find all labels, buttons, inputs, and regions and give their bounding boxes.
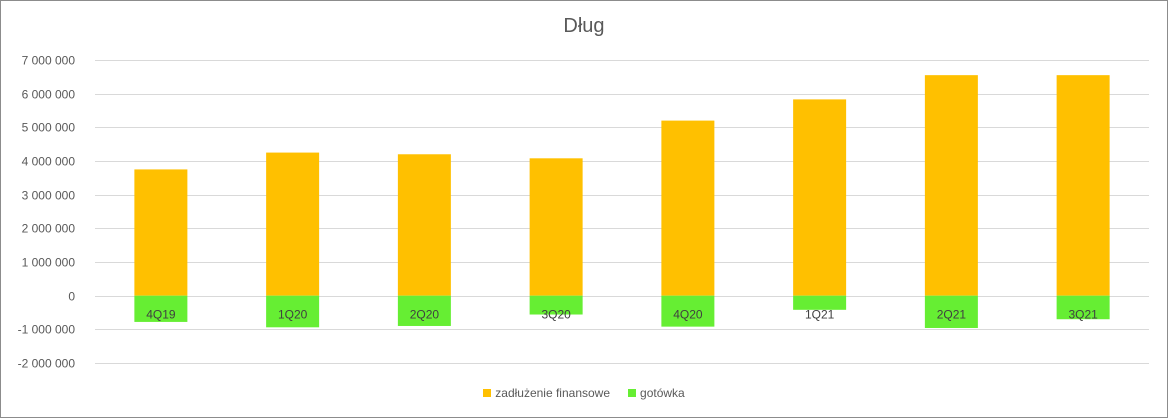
bars — [134, 75, 1110, 328]
y-tick-label: -1 000 000 — [18, 323, 76, 337]
y-tick-label: -2 000 000 — [18, 357, 76, 371]
legend: zadłużenie finansowe gotówka — [1, 386, 1167, 400]
bar-debt[interactable] — [924, 75, 978, 296]
category-label: 2Q20 — [410, 308, 440, 322]
legend-label-cash: gotówka — [640, 386, 685, 400]
y-tick-label: 3 000 000 — [22, 189, 76, 203]
bar-cash[interactable] — [793, 295, 847, 310]
bar-debt[interactable] — [266, 152, 320, 296]
legend-item-cash[interactable]: gotówka — [628, 386, 685, 400]
bar-cash[interactable] — [924, 295, 978, 328]
legend-item-debt[interactable]: zadłużenie finansowe — [483, 386, 610, 400]
bar-cash[interactable] — [661, 295, 715, 327]
y-tick-label: 0 — [68, 290, 75, 304]
y-tick-label: 2 000 000 — [22, 222, 76, 236]
bar-debt[interactable] — [661, 120, 715, 296]
y-tick-label: 6 000 000 — [22, 88, 76, 102]
bar-cash[interactable] — [266, 295, 320, 328]
category-label: 3Q21 — [1068, 308, 1098, 322]
legend-swatch-cash — [628, 389, 637, 397]
y-tick-label: 5 000 000 — [22, 121, 76, 135]
category-label: 1Q21 — [805, 308, 835, 322]
y-tick-label: 1 000 000 — [22, 256, 76, 270]
y-axis-ticks: 7 000 000 6 000 000 5 000 000 4 000 000 3 00… — [18, 54, 76, 371]
bar-debt[interactable] — [134, 169, 188, 296]
grid-lines — [95, 60, 1149, 364]
legend-swatch-debt — [483, 389, 492, 397]
chart-title: Dług — [563, 15, 605, 37]
bar-cash[interactable] — [1056, 295, 1110, 320]
bar-debt[interactable] — [529, 158, 583, 296]
category-labels: 4Q19 1Q20 2Q20 3Q20 4Q20 1Q21 2Q21 3Q21 — [146, 308, 1098, 322]
y-tick-label: 7 000 000 — [22, 54, 76, 68]
bar-cash[interactable] — [529, 295, 583, 315]
category-label: 4Q19 — [146, 308, 176, 322]
category-label: 4Q20 — [673, 308, 703, 322]
bar-cash[interactable] — [397, 295, 451, 326]
category-label: 1Q20 — [278, 308, 308, 322]
bar-debt[interactable] — [397, 154, 451, 296]
y-tick-label: 4 000 000 — [22, 155, 76, 169]
bar-debt[interactable] — [793, 99, 847, 296]
bar-cash[interactable] — [134, 295, 188, 322]
bar-debt[interactable] — [1056, 75, 1110, 296]
category-label: 3Q20 — [541, 308, 571, 322]
legend-label-debt: zadłużenie finansowe — [495, 386, 611, 400]
category-label: 2Q21 — [937, 308, 967, 322]
